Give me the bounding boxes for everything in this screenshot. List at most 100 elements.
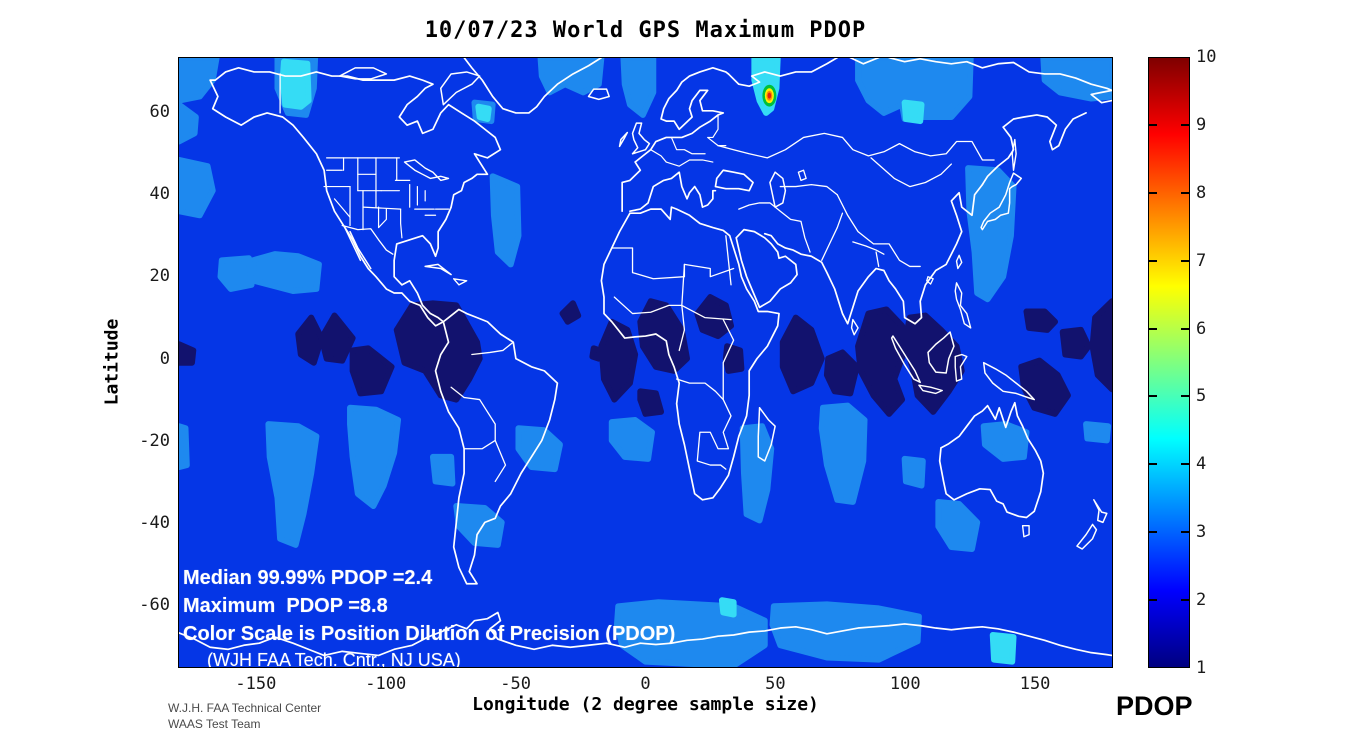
pdop-region-light-chile-coast [429, 453, 456, 487]
colorbar-tick-mark [1181, 259, 1189, 262]
colorbar-tick-mark [1149, 191, 1157, 194]
pdop-region-light-west-edge-mid [179, 101, 199, 145]
coastline-path [678, 304, 686, 352]
pdop-region-cyan-siberia-small [901, 99, 925, 125]
coastline-path [400, 208, 403, 239]
coastline-path [681, 263, 686, 307]
coastline-path [463, 58, 603, 114]
pdop-region-light-west-australia [901, 455, 926, 489]
pdop-hotspot-ring-3 [767, 92, 772, 99]
pdop-region-light-great-bight [935, 498, 981, 552]
footer-credit-line2: WAAS Test Team [168, 717, 261, 731]
pdop-region-light-fiji-east [1083, 421, 1112, 444]
annotation-maximum-pdop: Maximum PDOP =8.8 [183, 595, 388, 617]
pdop-region-dark-pacific-w-equator [295, 314, 325, 366]
coastline-path [1076, 523, 1098, 550]
pdop-region-light-south-indian [818, 402, 868, 505]
coastline-path [631, 122, 651, 155]
coastline-path [850, 318, 859, 336]
coastline-path [926, 276, 934, 285]
pdop-region-dark-atlantic-small-1 [559, 300, 582, 325]
coastline-path [981, 112, 1087, 186]
colorbar-tick-label-5: 5 [1196, 386, 1207, 407]
map-plot-area: Median 99.99% PDOP =2.4 Maximum PDOP =8.… [178, 57, 1113, 668]
coastline-path [821, 212, 844, 261]
x-tick-label--50: -50 [500, 674, 531, 694]
coastline-path [696, 318, 735, 470]
pdop-region-light-west-atlantic [489, 173, 522, 268]
colorbar-label: PDOP [1116, 691, 1193, 721]
y-tick-label-0: 0 [159, 348, 170, 369]
coastline-path [714, 169, 754, 192]
coastline-path [338, 67, 388, 80]
colorbar-tick-mark [1149, 463, 1157, 466]
footer-credit: W.J.H. FAA Technical Center WAAS Test Te… [168, 700, 321, 732]
colorbar-tick-mark [1181, 531, 1189, 534]
coastline-path [955, 254, 963, 270]
pdop-region-light-south-pacific-2 [347, 404, 402, 510]
coastline-path [980, 172, 1023, 231]
coastline-path [463, 396, 496, 450]
colorbar-tick-label-9: 9 [1196, 114, 1207, 135]
coastline-path [738, 202, 811, 253]
colorbar-tick-mark [1149, 395, 1157, 398]
coastline-path [769, 171, 787, 208]
pdop-region-light-sw-edge [179, 423, 190, 471]
coastline-path [439, 71, 481, 106]
coastline-path [1021, 524, 1030, 538]
annotation-median-pdop: Median 99.99% PDOP =2.4 [183, 567, 433, 589]
coastline-path [927, 331, 955, 374]
coastline-path [675, 378, 724, 401]
coastline-path [918, 384, 943, 395]
colorbar-tick-mark [1181, 123, 1189, 126]
pdop-region-light-antarctic-w [613, 599, 768, 667]
coastline-path [670, 136, 706, 155]
coastline-path [797, 169, 807, 182]
coastline-path [341, 224, 394, 255]
x-tick-label-150: 150 [1019, 674, 1051, 694]
y-tick-label--40: -40 [139, 512, 170, 533]
footer-credit-line1: W.J.H. FAA Technical Center [168, 701, 322, 715]
pdop-region-dark-east-edge [1089, 298, 1112, 393]
pdop-region-dark-horn-of-africa [694, 294, 735, 340]
coastline-path [1090, 89, 1112, 104]
coastline-path [613, 296, 732, 321]
pdop-region-light-antarctic-e [769, 601, 922, 663]
y-tick-label-60: 60 [149, 102, 170, 123]
coastline-path [362, 206, 402, 210]
pdop-region-cyan-antarctic-patch [989, 632, 1017, 665]
colorbar-tick-label-8: 8 [1196, 182, 1207, 203]
pdop-region-dark-west-edge [179, 341, 197, 366]
coastline-path [735, 228, 798, 309]
coastline-path [890, 335, 921, 384]
coastline-path [587, 88, 610, 101]
colorbar-tick-mark [1149, 259, 1157, 262]
chart-title: 10/07/23 World GPS Maximum PDOP [424, 18, 867, 43]
pdop-region-light-argentina-se [453, 503, 505, 548]
coastline-path [333, 198, 351, 218]
pdop-region-light-hawaii-area [217, 255, 255, 292]
coastline-path [629, 171, 717, 213]
coastline-path [757, 407, 776, 462]
coastline-path [650, 149, 714, 167]
coastline-path [621, 67, 730, 213]
x-tick-label-100: 100 [889, 674, 921, 694]
pdop-region-light-north-pacific-edge [179, 156, 216, 219]
colorbar [1148, 57, 1190, 668]
annotation-color-scale: Color Scale is Position Dilution of Prec… [183, 623, 676, 645]
colorbar-tick-mark [1149, 123, 1157, 126]
colorbar-tick-mark [1149, 327, 1157, 330]
pdop-region-light-norwegian-sea [620, 58, 657, 118]
pdop-region-dark-east-africa [722, 343, 745, 374]
coastline-path [849, 58, 880, 65]
coastline-path [403, 159, 450, 182]
pdop-region-dark-central-africa [637, 298, 691, 374]
colorbar-tick-label-10: 10 [1196, 47, 1217, 67]
colorbar-tick-mark [1181, 599, 1189, 602]
pdop-region-cyan-antarctic-dot [718, 597, 737, 618]
colorbar-tick-mark [1181, 463, 1189, 466]
pdop-region-dark-micronesia-w [1023, 308, 1059, 333]
pdop-region-dark-congo-south [637, 388, 665, 417]
coastline-path [471, 341, 514, 356]
colorbar-tick-label-2: 2 [1196, 590, 1207, 611]
